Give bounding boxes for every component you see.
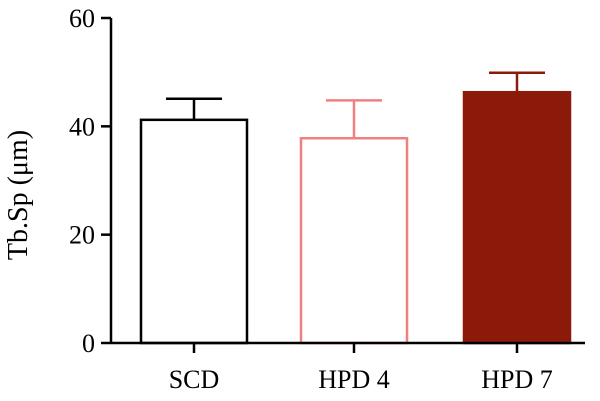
bar-hpd-7 bbox=[462, 90, 572, 345]
y-tick-label: 60 bbox=[69, 4, 95, 33]
x-tick-label: HPD 7 bbox=[481, 365, 553, 394]
error-bars-layer bbox=[166, 71, 545, 139]
y-tick-label: 40 bbox=[69, 112, 95, 141]
x-tick-label: SCD bbox=[169, 365, 220, 394]
x-tick-label: HPD 4 bbox=[318, 365, 390, 394]
y-tick-label: 20 bbox=[69, 221, 95, 250]
axes-layer bbox=[109, 18, 585, 345]
bars-layer bbox=[139, 90, 572, 345]
bar-scd bbox=[139, 118, 249, 345]
x-ticks: SCD HPD 4 HPD 7 bbox=[169, 343, 553, 394]
bar-hpd-4 bbox=[299, 137, 409, 345]
y-axis-title: Tb.Sp (μm) bbox=[3, 130, 34, 260]
y-ticks: 0 20 40 60 bbox=[69, 4, 111, 358]
y-tick-label: 0 bbox=[82, 329, 95, 358]
